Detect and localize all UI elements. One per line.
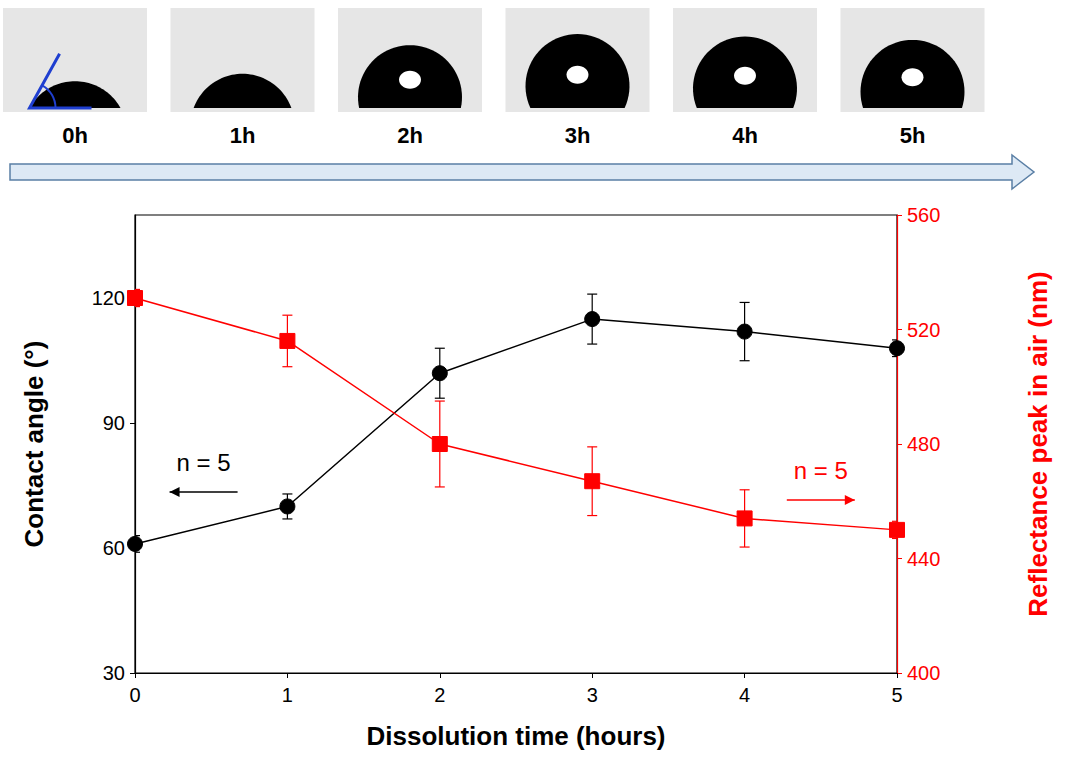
svg-text:5h: 5h: [900, 123, 926, 148]
svg-text:120: 120: [92, 287, 125, 309]
svg-text:60: 60: [103, 537, 125, 559]
svg-text:2: 2: [434, 684, 445, 706]
svg-text:0: 0: [129, 684, 140, 706]
svg-text:Contact angle (°): Contact angle (°): [19, 341, 49, 548]
svg-text:n = 5: n = 5: [794, 457, 848, 484]
svg-text:480: 480: [907, 433, 940, 455]
svg-text:440: 440: [907, 548, 940, 570]
svg-text:1h: 1h: [230, 123, 256, 148]
svg-text:3: 3: [587, 684, 598, 706]
svg-text:90: 90: [103, 412, 125, 434]
svg-text:4h: 4h: [732, 123, 758, 148]
svg-text:1: 1: [282, 684, 293, 706]
svg-text:0h: 0h: [62, 123, 88, 148]
svg-text:3h: 3h: [565, 123, 591, 148]
svg-text:Reflectance peak in air (nm): Reflectance peak in air (nm): [1023, 271, 1053, 616]
svg-text:n = 5: n = 5: [177, 449, 231, 476]
svg-text:4: 4: [739, 684, 750, 706]
svg-text:Dissolution time (hours): Dissolution time (hours): [367, 721, 666, 751]
svg-text:30: 30: [103, 662, 125, 684]
svg-text:560: 560: [907, 204, 940, 226]
svg-text:2h: 2h: [397, 123, 423, 148]
svg-text:5: 5: [891, 684, 902, 706]
svg-text:400: 400: [907, 662, 940, 684]
svg-text:520: 520: [907, 319, 940, 341]
